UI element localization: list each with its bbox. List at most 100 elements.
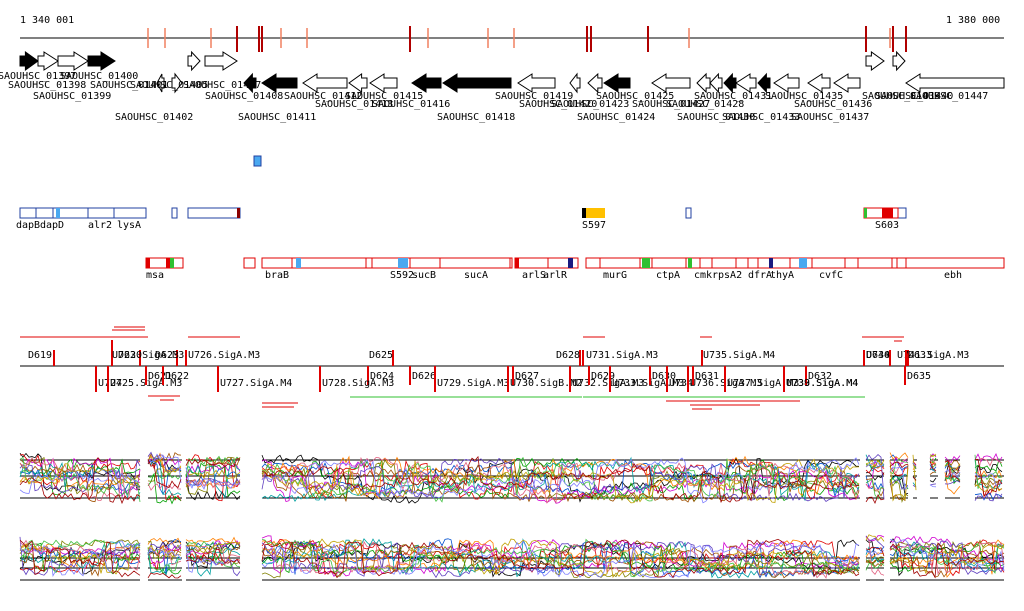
expression-profile-line — [929, 464, 937, 472]
gene-arrow[interactable] — [865, 51, 885, 71]
operon-box[interactable] — [585, 257, 1005, 269]
segment-label: D629 — [591, 371, 615, 382]
gene-arrow[interactable] — [696, 72, 711, 94]
operon-highlight — [146, 258, 150, 268]
expression-profile-line — [865, 460, 885, 468]
segment-label: U728.SigA.M3 — [322, 378, 394, 389]
region-label: S597 — [582, 220, 606, 231]
gene-arrow[interactable] — [773, 73, 800, 93]
expression-profile-line — [865, 478, 885, 497]
gene-arrow[interactable] — [171, 72, 183, 94]
gene-arrow[interactable] — [735, 73, 757, 93]
gene-label: SAOUHSC_01423 — [551, 99, 629, 110]
expression-profile-line — [865, 454, 885, 500]
operon-label: sucB — [412, 270, 436, 281]
expression-profile-line — [147, 547, 182, 572]
probe-marker[interactable] — [253, 155, 262, 167]
operon-box[interactable] — [261, 257, 513, 269]
gene-arrow[interactable] — [587, 72, 603, 94]
operon-label: rpsA2 — [712, 270, 742, 281]
gene-arrow[interactable] — [905, 73, 1005, 93]
segment-label: U737.SigA.M3 — [727, 378, 799, 389]
operon-highlight — [688, 258, 692, 268]
gene-arrow[interactable] — [57, 51, 89, 71]
gene-arrow[interactable] — [19, 51, 39, 71]
gene-arrow[interactable] — [833, 73, 861, 93]
gene-arrow[interactable] — [37, 51, 59, 71]
operon-label: murG — [603, 270, 627, 281]
expression-profile-line — [261, 540, 860, 579]
expression-profile-line — [889, 539, 1005, 572]
region-track: dapB dapD alr2 lysA S597 S603 — [16, 207, 907, 231]
region-box[interactable] — [187, 207, 241, 219]
gene-label: SAOUHSC_01397 — [0, 71, 76, 82]
expression-profile-line — [944, 455, 961, 464]
operon-box[interactable] — [145, 257, 184, 269]
operon-highlight — [568, 258, 573, 268]
region-gold-box[interactable] — [586, 208, 605, 218]
gene-arrow[interactable] — [411, 73, 442, 93]
gene-label: SAOUHSC_01416 — [372, 99, 450, 110]
gene-label: SAOUHSC_01430 — [677, 112, 755, 123]
expression-profile-line — [147, 459, 182, 502]
gene-label: SAOUHSC_01400 — [60, 71, 138, 82]
gene-arrow[interactable] — [187, 50, 201, 72]
gene-arrow[interactable] — [156, 73, 165, 93]
expression-profile-line — [261, 535, 860, 577]
expression-profile-line — [261, 539, 860, 578]
expression-profile-line — [929, 468, 937, 474]
gene-arrow[interactable] — [807, 73, 831, 93]
gene-arrow[interactable] — [651, 73, 691, 93]
expression-profile-line — [185, 540, 241, 568]
operon-label: S592 — [390, 270, 414, 281]
expression-profile-line — [19, 540, 141, 577]
gene-arrow[interactable] — [261, 73, 298, 93]
gene-arrow[interactable] — [348, 73, 368, 93]
expression-profile-line — [185, 458, 241, 468]
expression-profile-line — [889, 473, 909, 483]
gene-arrow[interactable] — [892, 50, 906, 72]
segment-label: D635 — [907, 371, 931, 382]
region-label: S603 — [875, 220, 899, 231]
gene-arrow[interactable] — [243, 72, 257, 94]
gene-arrow[interactable] — [757, 72, 771, 94]
gene-arrow[interactable] — [87, 51, 116, 71]
gene-arrow[interactable] — [569, 72, 581, 94]
operon-label: cmk — [694, 270, 712, 281]
operon-box[interactable] — [243, 257, 256, 269]
segment-label: D634 — [866, 350, 890, 361]
gene-arrow[interactable] — [204, 51, 238, 71]
expression-profile-line — [185, 467, 241, 490]
region-box[interactable] — [685, 207, 692, 219]
expression-profile-line — [185, 542, 241, 554]
gene-arrow[interactable] — [369, 73, 398, 93]
region-highlight — [864, 208, 867, 218]
gene-label: SAOUHSC_01408 — [205, 91, 283, 102]
expression-profile-line — [889, 542, 1005, 579]
expression-profile-line — [19, 536, 141, 576]
gene-arrow[interactable] — [709, 72, 723, 94]
expression-profile-line — [261, 456, 860, 504]
region-highlight — [882, 208, 893, 218]
gene-arrow[interactable] — [603, 73, 631, 93]
expression-profile-line — [865, 550, 885, 557]
segment-label: U735.SigA.M4 — [703, 350, 775, 361]
region-box[interactable] — [171, 207, 178, 219]
gene-arrow[interactable] — [723, 72, 737, 94]
gene-arrow[interactable] — [302, 73, 348, 93]
gene-label: SAOUHSC_01428 — [666, 99, 744, 110]
region-box[interactable] — [19, 207, 147, 219]
expression-profile-line — [912, 462, 917, 467]
region-box[interactable] — [897, 207, 907, 219]
gene-label: SAOUHSC_01398 — [8, 80, 86, 91]
gene-arrow[interactable] — [442, 73, 512, 93]
gene-arrow[interactable] — [517, 73, 556, 93]
expression-profile-line — [147, 540, 182, 555]
operon-highlight — [170, 258, 174, 268]
expression-profile-line — [147, 541, 182, 556]
expression-profile-line — [19, 457, 141, 497]
expression-profile-line — [185, 536, 241, 546]
operon-highlight — [642, 258, 650, 268]
segment-label: D626 — [412, 371, 436, 382]
expression-profile-line — [929, 471, 937, 475]
